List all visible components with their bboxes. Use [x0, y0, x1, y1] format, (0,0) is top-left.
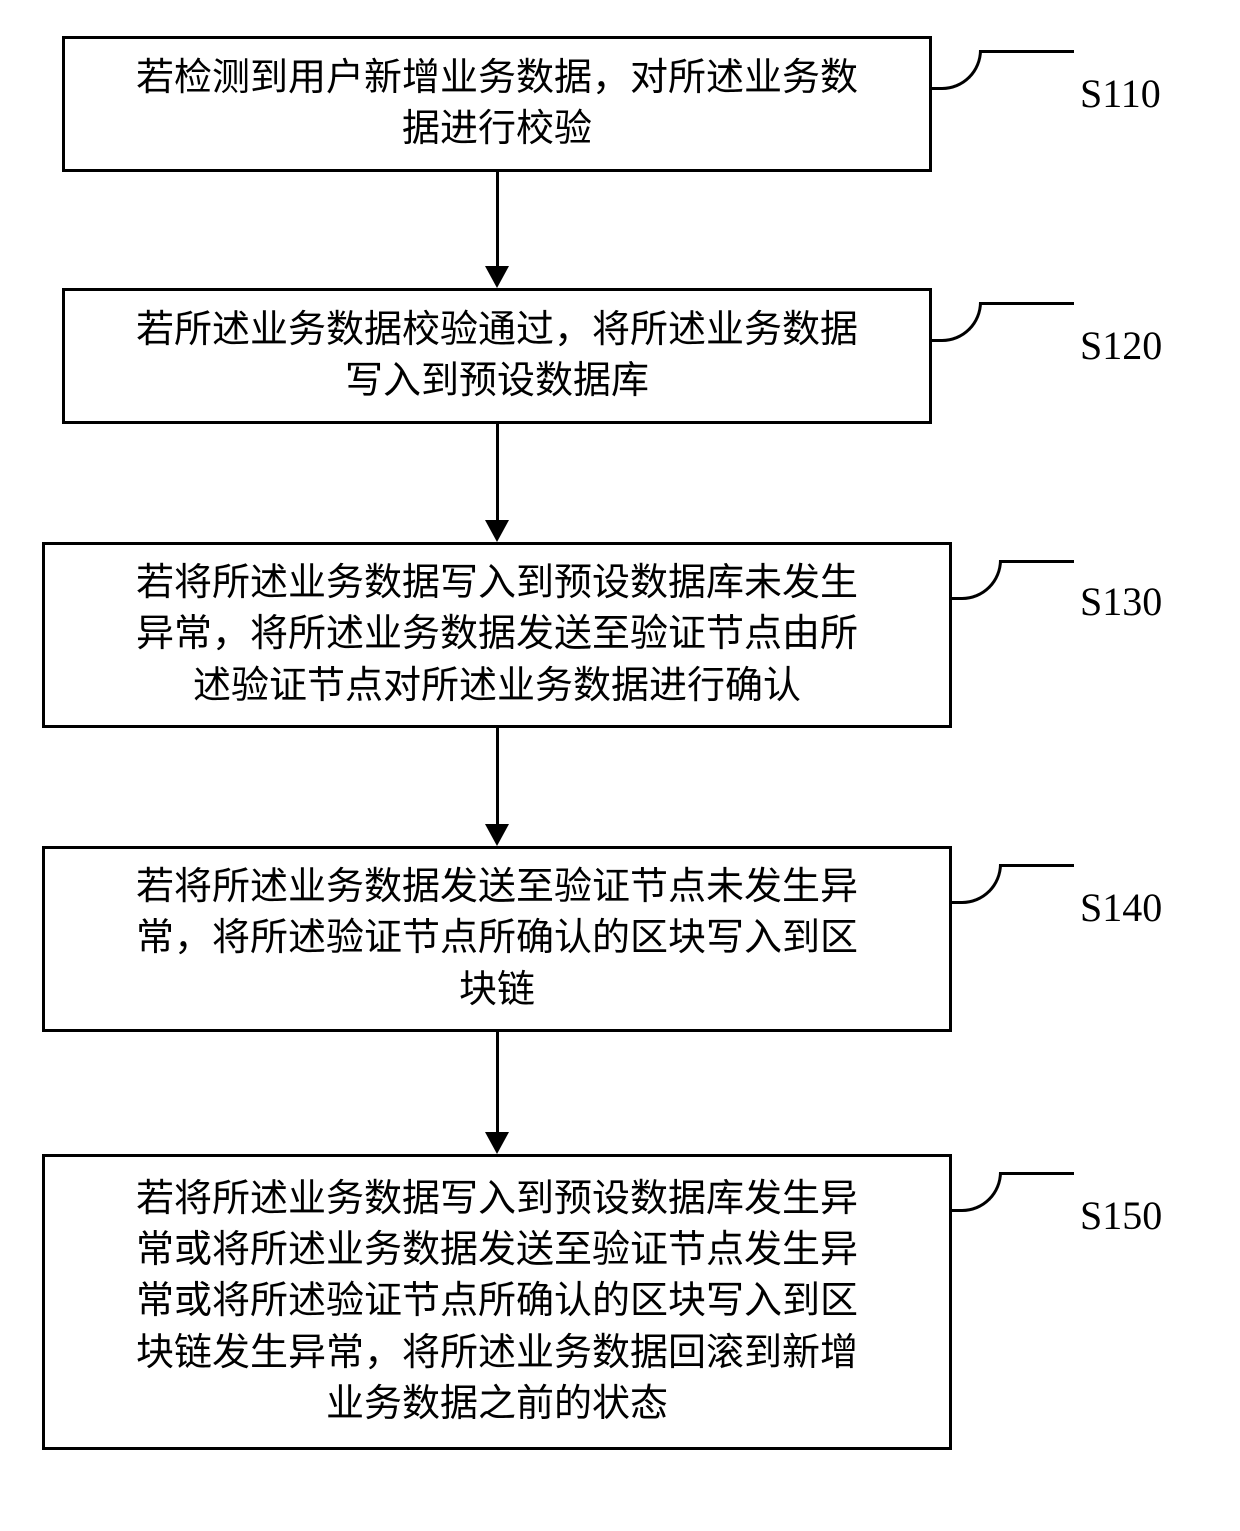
- arrow-head-icon: [485, 266, 509, 288]
- arrow-line: [496, 172, 499, 268]
- leader-curve: [932, 302, 982, 342]
- arrow-line: [496, 1032, 499, 1134]
- arrow-line: [496, 728, 499, 826]
- flow-node-s120: 若所述业务数据校验通过，将所述业务数据 写入到预设数据库: [62, 288, 932, 424]
- leader-line: [979, 302, 1074, 305]
- arrow-line: [496, 424, 499, 522]
- flow-node-s140: 若将所述业务数据发送至验证节点未发生异 常，将所述验证节点所确认的区块写入到区 …: [42, 846, 952, 1032]
- leader-curve: [932, 50, 982, 90]
- flowchart-canvas: 若检测到用户新增业务数据，对所述业务数 据进行校验 S110 若所述业务数据校验…: [0, 0, 1240, 1531]
- step-label-s110: S110: [1080, 70, 1161, 117]
- arrow-head-icon: [485, 520, 509, 542]
- flow-node-s110: 若检测到用户新增业务数据，对所述业务数 据进行校验: [62, 36, 932, 172]
- leader-curve: [952, 560, 1002, 600]
- flow-node-text: 若将所述业务数据写入到预设数据库发生异 常或将所述业务数据发送至验证节点发生异 …: [136, 1174, 858, 1430]
- flow-node-text: 若所述业务数据校验通过，将所述业务数据 写入到预设数据库: [136, 305, 858, 408]
- leader-curve: [952, 864, 1002, 904]
- leader-line: [999, 560, 1074, 563]
- leader-line: [979, 50, 1074, 53]
- leader-line: [999, 1172, 1074, 1175]
- flow-node-s150: 若将所述业务数据写入到预设数据库发生异 常或将所述业务数据发送至验证节点发生异 …: [42, 1154, 952, 1450]
- flow-node-text: 若检测到用户新增业务数据，对所述业务数 据进行校验: [136, 53, 858, 156]
- step-label-s140: S140: [1080, 884, 1162, 931]
- leader-line: [999, 864, 1074, 867]
- arrow-head-icon: [485, 1132, 509, 1154]
- step-label-s120: S120: [1080, 322, 1162, 369]
- step-label-s150: S150: [1080, 1192, 1162, 1239]
- flow-node-s130: 若将所述业务数据写入到预设数据库未发生 异常，将所述业务数据发送至验证节点由所 …: [42, 542, 952, 728]
- flow-node-text: 若将所述业务数据写入到预设数据库未发生 异常，将所述业务数据发送至验证节点由所 …: [136, 558, 858, 712]
- arrow-head-icon: [485, 824, 509, 846]
- leader-curve: [952, 1172, 1002, 1212]
- step-label-s130: S130: [1080, 578, 1162, 625]
- flow-node-text: 若将所述业务数据发送至验证节点未发生异 常，将所述验证节点所确认的区块写入到区 …: [136, 862, 858, 1016]
